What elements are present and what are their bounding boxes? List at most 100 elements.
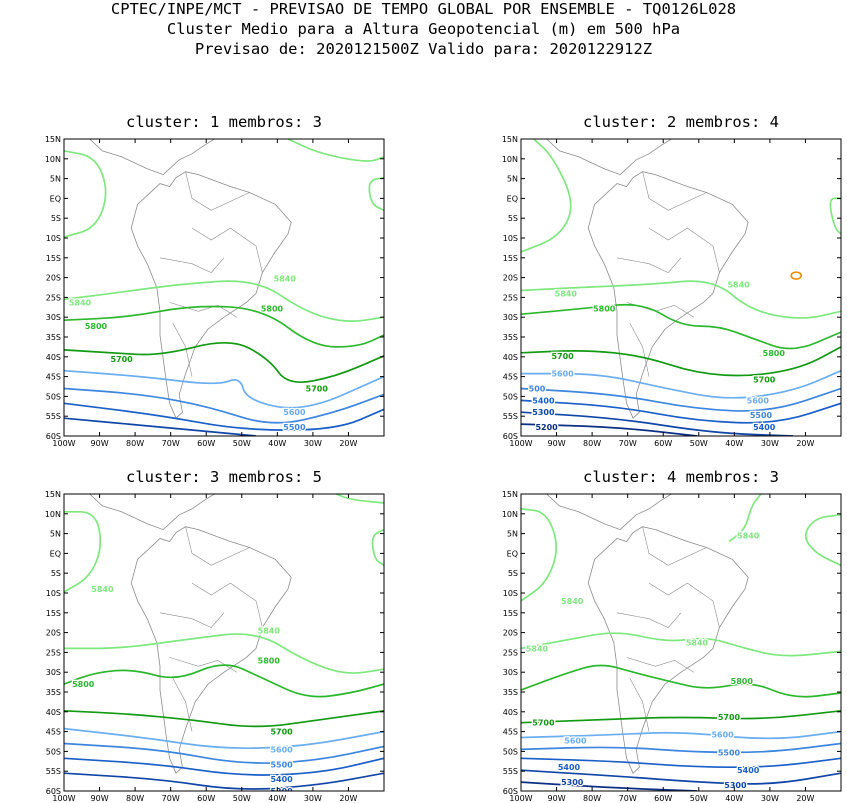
contour-label: 5400 xyxy=(737,766,760,775)
contour-line-5300 xyxy=(521,411,794,436)
lat-tick-label: 10N xyxy=(45,510,61,519)
lat-tick-label: 60S xyxy=(46,787,61,796)
lon-tick-label: 60W xyxy=(197,439,215,448)
contour-line-5400 xyxy=(64,757,384,776)
lat-tick-label: 10S xyxy=(46,589,61,598)
contour-label: 5600 xyxy=(747,396,770,405)
contour-line-5800 xyxy=(64,664,384,698)
contour-label: 500 xyxy=(529,385,546,394)
header-title-line-1: CPTEC/INPE/MCT - PREVISAO DE TEMPO GLOBA… xyxy=(110,0,737,18)
header-title-line-3: Previsao de: 2020121500Z Valido para: 20… xyxy=(194,40,653,58)
lat-tick-label: 15S xyxy=(46,609,61,618)
country-border xyxy=(172,677,193,732)
contour-line-5600 xyxy=(64,369,384,409)
contour-label: 5800 xyxy=(258,656,281,665)
map-frame xyxy=(63,493,385,792)
lon-tick-label: 90W xyxy=(548,439,566,448)
contour-label: 5200 xyxy=(535,423,558,432)
lat-tick-label: 55S xyxy=(46,767,61,776)
map-frame xyxy=(520,138,842,437)
contour-line-5600 xyxy=(521,730,841,740)
contour-label: 5800 xyxy=(85,322,108,331)
map-panel-cluster-2: 5840 5840 5800 5800 5700 5700 5600 5600 500 5500 5… xyxy=(502,135,842,448)
lat-tick-label: EQ xyxy=(507,194,518,203)
map-frame xyxy=(520,493,842,792)
contour-label: 5300 xyxy=(561,778,584,787)
coastline-central-america xyxy=(89,139,215,176)
lon-tick-label: 20W xyxy=(339,439,357,448)
contour-label: 5700 xyxy=(532,719,555,728)
lon-tick-label: 70W xyxy=(162,794,180,803)
lon-tick-label: 100W xyxy=(52,439,75,448)
contour-label: 5840 xyxy=(686,639,709,648)
lat-tick-label: 60S xyxy=(46,432,61,441)
lon-tick-label: 100W xyxy=(509,794,532,803)
lat-tick-label: 5S xyxy=(51,569,61,578)
lon-tick-label: 30W xyxy=(304,794,322,803)
coastline-south-america xyxy=(130,171,292,419)
contour-line-5840 xyxy=(728,494,762,543)
country-border xyxy=(648,227,720,273)
contour-line-5800 xyxy=(521,664,841,698)
country-border xyxy=(169,302,237,318)
contour-label: 5840 xyxy=(69,298,92,307)
lat-tick-label: 5S xyxy=(508,569,518,578)
contour-line-5840 xyxy=(829,197,841,235)
lon-tick-label: 100W xyxy=(509,439,532,448)
lat-tick-label: 45S xyxy=(46,728,61,737)
country-border xyxy=(185,171,250,211)
contour-label: 5840 xyxy=(274,275,297,284)
coastline-central-america xyxy=(89,494,215,531)
contour-label: 5600 xyxy=(283,408,306,417)
country-border xyxy=(172,322,193,377)
lon-tick-label: 100W xyxy=(52,794,75,803)
lat-tick-label: 10S xyxy=(503,589,518,598)
country-border xyxy=(159,612,225,628)
country-border xyxy=(191,227,263,273)
lat-tick-label: 45S xyxy=(503,373,518,382)
map-panel-cluster-4: 5840 5840 5840 5840 5800 5700 5700 5600 5600 5500… xyxy=(502,490,842,803)
map-panel-cluster-1: 5840 5840 5800 5800 5700 5700 5600 5500 15N 10N 5N… xyxy=(45,135,385,448)
coastline-south-america xyxy=(130,526,292,774)
panel-title-cluster-2: cluster: 2 membros: 4 xyxy=(583,113,779,131)
contour-line-5840 xyxy=(64,633,384,674)
lon-tick-label: 40W xyxy=(725,794,743,803)
lat-tick-label: 15N xyxy=(502,490,518,499)
contour-line-5500 xyxy=(521,387,841,412)
lat-tick-label: 25S xyxy=(46,648,61,657)
lat-tick-label: 15S xyxy=(46,254,61,263)
coastline-south-america xyxy=(587,171,749,419)
lon-tick-label: 50W xyxy=(233,794,251,803)
contour-label: 5840 xyxy=(526,644,549,653)
lon-tick-label: 20W xyxy=(339,794,357,803)
lon-tick-label: 60W xyxy=(654,794,672,803)
country-border xyxy=(626,657,694,673)
contour-line-5800 xyxy=(64,305,384,348)
lat-tick-label: 15N xyxy=(502,135,518,144)
contour-label: 5500 xyxy=(270,760,293,769)
contour-line-5600 xyxy=(521,369,841,399)
contour-label: 5400 xyxy=(753,423,776,432)
lon-tick-label: 60W xyxy=(197,794,215,803)
lat-tick-label: 25S xyxy=(46,293,61,302)
lon-tick-label: 40W xyxy=(268,794,286,803)
lat-tick-label: 10N xyxy=(502,155,518,164)
contour-line-5840 xyxy=(371,528,384,567)
lat-tick-label: 50S xyxy=(46,747,61,756)
lon-tick-label: 50W xyxy=(233,439,251,448)
map-panel-cluster-3: 5840 5840 5800 5800 5700 5600 5500 5400 5300 15N 1… xyxy=(45,490,385,803)
lat-tick-label: 20S xyxy=(503,629,518,638)
lon-tick-label: 50W xyxy=(690,439,708,448)
contour-label: 5840 xyxy=(258,627,281,636)
contour-label: 5800 xyxy=(763,349,786,358)
contour-line-5800 xyxy=(521,303,841,350)
contour-label: 5600 xyxy=(564,737,587,746)
lat-tick-label: 5N xyxy=(507,530,518,539)
contour-label: 5600 xyxy=(711,731,734,740)
coastline-central-america xyxy=(546,139,672,176)
lon-tick-label: 80W xyxy=(126,794,144,803)
country-border xyxy=(629,322,650,377)
lat-tick-label: 45S xyxy=(503,728,518,737)
lat-tick-label: 15S xyxy=(503,609,518,618)
contour-line-5500 xyxy=(64,387,384,424)
